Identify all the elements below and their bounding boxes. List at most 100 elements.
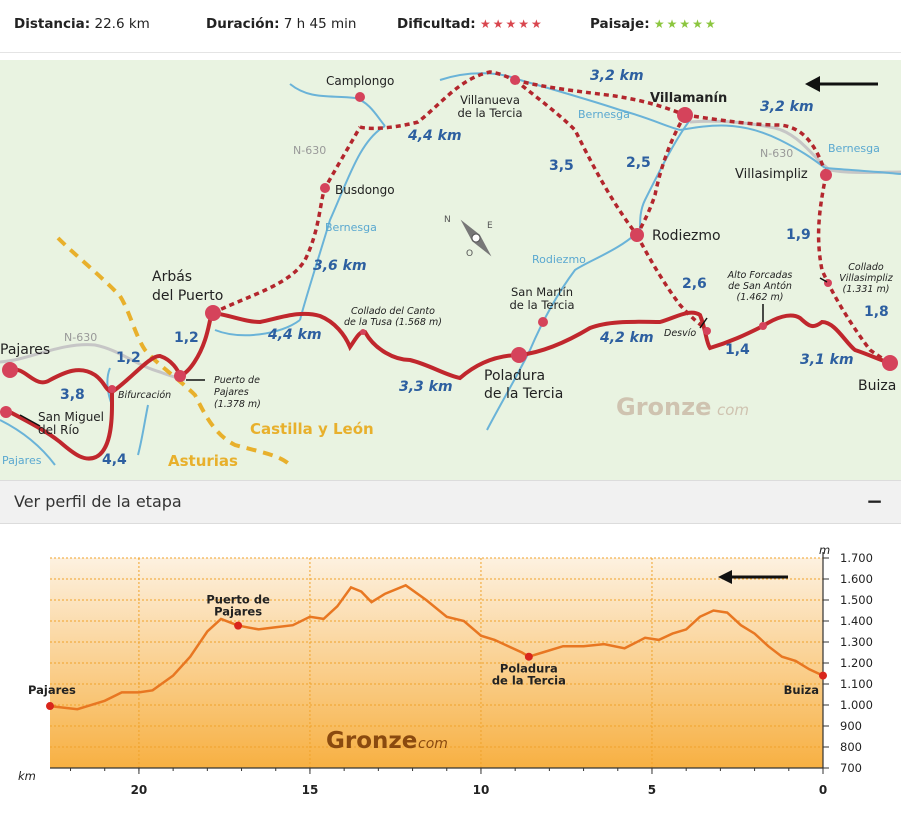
region-asturias: Asturias (168, 452, 238, 470)
series-line (49, 583, 824, 711)
stat-dificultad: Dificultad: ★★★★★ (397, 16, 544, 32)
label-puerto-pajares: Puerto de Pajares (1.378 m) (214, 375, 261, 410)
profile-point-label: Puerto de Pajares (206, 593, 270, 619)
stat-duracion: Duración: 7 h 45 min (206, 16, 356, 32)
dist-3-1: 3,1 km (800, 352, 854, 368)
perfil-toggle-bar[interactable]: Ver perfil de la etapa − (0, 480, 901, 524)
marker-busdongo[interactable] (320, 183, 330, 193)
marker-bifurcacion[interactable] (108, 385, 116, 393)
label-buiza: Buiza (858, 378, 896, 394)
x-tick-label: 15 (302, 783, 319, 797)
route-san-miguel (5, 392, 114, 461)
duracion-label: Duración: (206, 16, 280, 32)
profile-watermark-gronze: Gronze (326, 728, 417, 754)
y-tick-label: 1.300 (840, 635, 873, 649)
river-bernesga-3: Bernesga (325, 221, 377, 234)
label-arbas: Arbás del Puerto (152, 269, 223, 304)
perfil-header[interactable]: Ver perfil de la etapa (14, 492, 182, 511)
distancia-value: 22.6 km (94, 16, 150, 32)
marker-buiza[interactable] (882, 355, 898, 371)
x-tick-label: 20 (131, 783, 148, 797)
profile-arrow (718, 570, 788, 584)
profile-points: Pajares Puerto de Pajares Poladura de la Ter… (28, 593, 827, 711)
river-bernesga-2: Bernesga (828, 142, 880, 155)
route-map-svg: N E O Camplongo Villanueva de la Tercia V… (0, 60, 901, 480)
y-tick-label: 1.600 (840, 572, 873, 586)
dist-2-6: 2,6 (682, 276, 707, 292)
y-tick-label: 900 (840, 719, 862, 733)
direction-arrow (805, 76, 878, 92)
marker-puerto-pajares[interactable] (174, 370, 186, 382)
label-villamanin: Villamanín (650, 91, 727, 106)
stat-paisaje: Paisaje: ★★★★★ (590, 16, 718, 32)
y-tick-label: 700 (840, 761, 862, 775)
profile-point (524, 652, 533, 661)
route-alternatives (212, 70, 891, 365)
y-tick-label: 1.000 (840, 698, 873, 712)
marker-alto-forcadas[interactable] (759, 322, 767, 330)
label-collado-tusa: Collado del Canto de la Tusa (1.568 m) (344, 306, 442, 328)
compass-letter-o: O (466, 249, 473, 259)
label-villasimpliz: Villasimpliz (735, 167, 808, 182)
x-axis-label: km (18, 769, 36, 783)
river-rodiezmo: Rodiezmo (532, 253, 586, 266)
duracion-value: 7 h 45 min (283, 16, 357, 32)
profile-point (234, 621, 243, 630)
y-tick-label: 1.500 (840, 593, 873, 607)
dist-4-4-low: 4,4 (102, 452, 127, 468)
marker-villasimpliz[interactable] (820, 169, 832, 181)
dist-3-6: 3,6 km (313, 258, 367, 274)
marker-villanueva[interactable] (510, 75, 520, 85)
dist-4-2: 4,2 km (599, 330, 654, 346)
dist-3-2-right: 3,2 km (760, 99, 814, 115)
label-desvio: Desvío (664, 328, 696, 339)
rivers (0, 72, 901, 466)
axes: 700 800 900 1.000 1.100 1.200 1.300 1.400 1.500 1… (18, 543, 873, 797)
road-n630-label-1: N-630 (293, 144, 326, 157)
collapse-button[interactable]: − (866, 489, 883, 513)
marker-camplongo[interactable] (355, 92, 365, 102)
profile-watermark: Gronze com (326, 728, 448, 754)
marker-san-martin[interactable] (538, 317, 548, 327)
dist-3-3: 3,3 km (399, 379, 453, 395)
marker-pajares[interactable] (2, 362, 18, 378)
marker-san-miguel[interactable] (0, 406, 12, 418)
san-miguel-pointer (19, 414, 41, 427)
paisaje-label: Paisaje: (590, 16, 650, 32)
profile-point-label: Poladura de la Tercia (492, 662, 566, 688)
road-n630-label-3: N-630 (64, 331, 97, 344)
marker-poladura[interactable] (511, 347, 527, 363)
marker-arbas[interactable] (205, 305, 221, 321)
dist-4-4-mid: 4,4 km (267, 327, 322, 343)
x-tick-label: 10 (473, 783, 490, 797)
dificultad-stars: ★★★★★ (480, 17, 544, 31)
label-poladura: Poladura de la Tercia (484, 368, 563, 402)
compass-letter-n: N (444, 215, 451, 225)
compass-icon (460, 219, 492, 257)
y-tick-label: 1.100 (840, 677, 873, 691)
marker-desvio[interactable] (703, 327, 711, 335)
stat-distancia: Distancia: 22.6 km (14, 16, 150, 32)
dist-1-9: 1,9 (786, 227, 811, 243)
collado-villasimpliz-pointer (819, 277, 828, 283)
paisaje-stars: ★★★★★ (653, 17, 718, 31)
profile-point (819, 671, 827, 680)
label-villanueva: Villanueva de la Tercia (457, 93, 522, 120)
label-alto-forcadas: Alto Forcadas de San Antón (1.462 m) (727, 270, 793, 303)
marker-collado-tusa[interactable] (360, 329, 366, 335)
dist-2-5: 2,5 (626, 155, 651, 171)
elevation-profile-svg: 700 800 900 1.000 1.100 1.200 1.300 1.400 1.500 1… (18, 543, 873, 797)
profile-watermark-com: com (418, 736, 448, 752)
route-map: N E O Camplongo Villanueva de la Tercia V… (0, 60, 901, 480)
x-tick-label: 0 (819, 783, 827, 797)
dist-1-2-b: 1,2 (116, 350, 141, 366)
place-labels: Camplongo Villanueva de la Tercia Villama… (0, 74, 896, 437)
marker-rodiezmo[interactable] (630, 228, 644, 242)
y-tick-label: 1.400 (840, 614, 873, 628)
map-watermark-com: com (717, 401, 749, 419)
label-collado-villasimpliz: Collado Villasimpliz (1.331 m) (839, 262, 893, 295)
region-castilla: Castilla y León (250, 420, 374, 438)
marker-villamanin[interactable] (677, 107, 693, 123)
label-bifurcacion: Bifurcación (118, 390, 171, 401)
label-busdongo: Busdongo (335, 183, 395, 197)
